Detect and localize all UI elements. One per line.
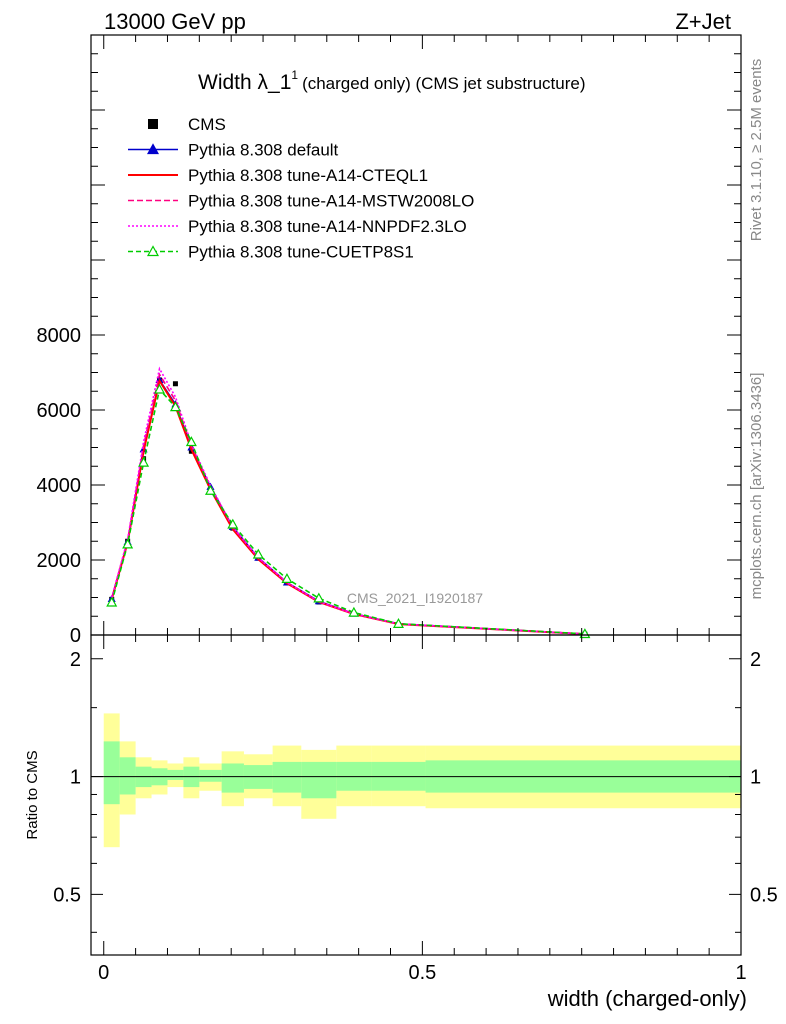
legend-label: Pythia 8.308 tune-A14-NNPDF2.3LO — [188, 217, 467, 236]
main-ytick-label: 0 — [70, 625, 81, 647]
data-point-open-triangle — [348, 606, 360, 617]
plot-title-sup: 1 — [291, 68, 298, 82]
data-point-open-triangle — [138, 456, 150, 467]
series-line — [110, 372, 585, 635]
data-point-open-triangle — [169, 401, 181, 412]
ratio-band-inner-bin — [167, 769, 184, 780]
ratio-xtick-label: 0 — [98, 962, 109, 984]
main-ytick-label: 8000 — [37, 325, 82, 347]
rivet-label: Rivet 3.1.10, ≥ 2.5M events — [748, 59, 765, 242]
legend-label: Pythia 8.308 tune-A14-MSTW2008LO — [188, 192, 474, 211]
data-point-open-triangle — [153, 383, 166, 394]
series-line — [110, 387, 585, 635]
legend-entry: Pythia 8.308 default — [128, 141, 339, 160]
series-5 — [106, 383, 591, 639]
legend-entry: Pythia 8.308 tune-A14-CTEQL1 — [128, 166, 428, 185]
series-3 — [110, 372, 585, 635]
data-point-open-triangle — [204, 484, 217, 495]
data-point-open-triangle — [252, 548, 264, 559]
data-point-open-triangle — [122, 538, 134, 549]
ratio-ytick-label-right: 0.5 — [750, 884, 778, 906]
main-ytick-label: 4000 — [37, 475, 82, 497]
main-ytick-label: 6000 — [37, 400, 82, 422]
legend-label: Pythia 8.308 tune-A14-CTEQL1 — [188, 166, 428, 185]
legend-entry: CMS — [148, 115, 226, 134]
ratio-band-inner-bin — [221, 763, 244, 793]
main-ytick-label: 2000 — [37, 550, 82, 572]
ratio-band-inner-bin — [119, 757, 136, 795]
ratio-ytick-label: 0.5 — [53, 884, 81, 906]
data-point-open-triangle — [185, 436, 197, 447]
legend-marker-triangle — [146, 143, 160, 155]
ratio-band-inner-bin — [199, 769, 222, 782]
legend-label: Pythia 8.308 tune-CUETP8S1 — [188, 243, 414, 262]
legend-label: CMS — [188, 115, 226, 134]
ratio-ytick-label-right: 2 — [750, 649, 761, 671]
header-right: Z+Jet — [675, 9, 731, 34]
plot-title-sub: (charged only) (CMS jet substructure) — [302, 74, 585, 93]
data-point-open-triangle — [313, 592, 325, 603]
data-point-open-triangle — [227, 518, 239, 529]
legend-entry: Pythia 8.308 tune-A14-NNPDF2.3LO — [128, 217, 467, 236]
ratio-xtick-label: 0.5 — [408, 962, 436, 984]
ratio-band-inner-bin — [272, 761, 302, 793]
ratio-ytick-label: 1 — [70, 767, 81, 789]
legend-entry: Pythia 8.308 tune-CUETP8S1 — [128, 243, 414, 262]
data-point-open-triangle — [281, 573, 293, 583]
legend-marker-open-triangle — [146, 245, 160, 257]
ratio-band-inner-bin — [103, 741, 120, 805]
data-point-cms — [172, 381, 178, 387]
x-axis-label: width (charged-only) — [547, 986, 747, 1011]
ratio-panel: 0.5 0.5 1 1 2 2 0 0.5 1 — [53, 634, 778, 984]
plot-title-main: Width λ_1 — [198, 71, 291, 94]
ratio-ytick-label-right: 1 — [750, 767, 761, 789]
ratio-xtick-label: 1 — [735, 962, 746, 984]
header-left: 13000 GeV pp — [104, 9, 246, 34]
main-panel: CMS_2021_I1920187 0 2000 4000 6000 8000 — [37, 34, 742, 647]
legend-label: Pythia 8.308 default — [188, 141, 339, 160]
data-point-open-triangle — [106, 596, 118, 607]
mcplots-label: mcplots.cern.ch [arXiv:1306.3436] — [748, 373, 765, 600]
legend-entry: Pythia 8.308 tune-A14-MSTW2008LO — [128, 192, 474, 211]
plot-title: Width λ_11 (charged only) (CMS jet substr… — [198, 68, 586, 94]
analysis-label: CMS_2021_I1920187 — [347, 590, 483, 606]
legend: CMS Pythia 8.308 default Pythia 8.308 tune… — [128, 115, 474, 262]
ratio-y-axis-label: Ratio to CMS — [24, 750, 41, 839]
ratio-ytick-label: 2 — [70, 649, 81, 671]
ratio-band-inner-bin — [301, 761, 337, 799]
ratio-frame — [90, 634, 742, 956]
legend-marker-square — [148, 119, 158, 129]
data-point-open-triangle — [392, 618, 404, 628]
